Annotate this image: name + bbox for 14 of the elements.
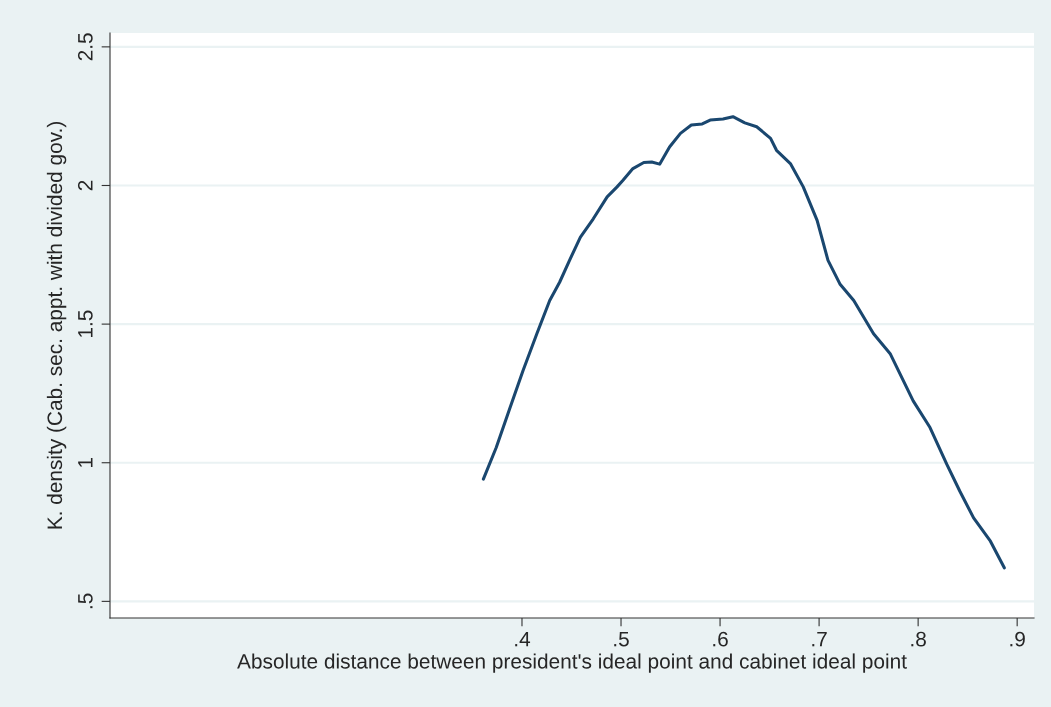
- x-tick-label: .4: [515, 631, 531, 647]
- y-axis-title: K. density (Cab. sec. appt. with divided gov.): [46, 122, 67, 529]
- y-tick-label: 2.5: [77, 33, 93, 61]
- x-tick-label: .6: [713, 631, 728, 647]
- y-tick-label: 1: [78, 457, 93, 467]
- x-tick-label: .8: [911, 631, 926, 647]
- x-axis-title: Absolute distance between president's ideal point and cabinet ideal point: [237, 653, 907, 673]
- y-tick-label: 1.5: [78, 310, 93, 337]
- x-tick-label: .7: [812, 631, 827, 647]
- x-tick-label: .5: [614, 631, 629, 647]
- x-tick-label: .9: [1010, 631, 1025, 647]
- y-tick-label: .5: [78, 593, 93, 609]
- line-series: [481, 115, 1006, 570]
- y-tick-label: 2: [77, 180, 93, 191]
